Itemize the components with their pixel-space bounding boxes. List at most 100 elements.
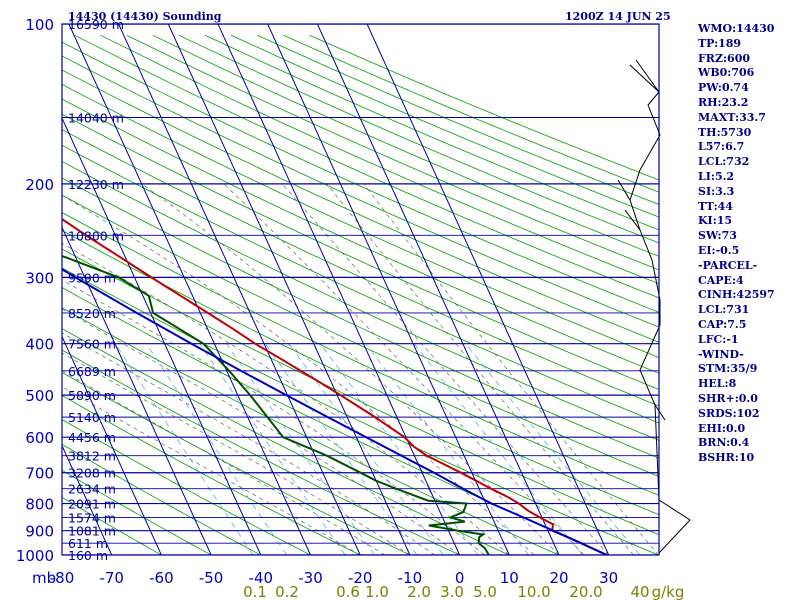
index-item: MAXT:33.7 bbox=[698, 110, 766, 124]
wind-barb bbox=[617, 179, 631, 201]
isotherm bbox=[68, 24, 311, 555]
mixing-ratio-line bbox=[199, 343, 346, 555]
moist-adiabat bbox=[62, 332, 435, 555]
height-label: 1081 m bbox=[68, 524, 116, 539]
mixing-ratio-label: 0.2 bbox=[275, 583, 299, 600]
height-label: 2634 m bbox=[68, 482, 116, 497]
dry-adiabat bbox=[62, 443, 262, 555]
isotherm bbox=[62, 226, 212, 555]
dry-adiabat bbox=[62, 230, 659, 516]
dry-adiabat bbox=[62, 144, 659, 424]
index-item: LCL:732 bbox=[698, 155, 750, 169]
wind-barb bbox=[635, 59, 660, 93]
moist-adiabat bbox=[141, 183, 560, 555]
index-item: EHI:0.0 bbox=[698, 421, 746, 435]
index-item: CAP:7.5 bbox=[698, 317, 747, 331]
isotherm bbox=[62, 444, 113, 555]
mixing-ratio-label: 10.0 bbox=[517, 583, 550, 600]
dry-adiabat bbox=[126, 34, 659, 271]
mixing-ratio-label: 40 bbox=[630, 583, 649, 600]
dry-adiabat bbox=[62, 113, 659, 390]
index-item: WMO:14430 bbox=[698, 22, 775, 35]
index-item: EI:-0.5 bbox=[698, 243, 740, 257]
height-label: 4456 m bbox=[68, 430, 116, 445]
height-label: 5890 m bbox=[68, 388, 116, 403]
dry-adiabat bbox=[62, 98, 659, 374]
dry-adiabat bbox=[62, 418, 312, 555]
dry-adiabat bbox=[62, 69, 659, 343]
index-item: SRDS:102 bbox=[698, 406, 760, 420]
index-item: FRZ:600 bbox=[698, 51, 751, 65]
mixing-ratio-label: 3.0 bbox=[440, 583, 464, 600]
index-item: L57:6.7 bbox=[698, 140, 745, 154]
dry-adiabat bbox=[62, 55, 659, 328]
dry-adiabat bbox=[62, 177, 659, 459]
dry-adiabat bbox=[62, 349, 461, 555]
isotherm bbox=[62, 335, 162, 555]
station-title: 14430 (14430) Sounding bbox=[68, 10, 222, 23]
index-item: -PARCEL- bbox=[698, 258, 758, 272]
index-item: PW:0.74 bbox=[698, 81, 749, 95]
mixing-ratio-label: 0.1 bbox=[243, 583, 267, 600]
index-item: TP:189 bbox=[698, 36, 742, 50]
index-item: SI:3.3 bbox=[698, 184, 735, 198]
temperature-tick-label: -40 bbox=[249, 569, 274, 587]
index-item: WB0:706 bbox=[698, 66, 755, 80]
dry-adiabat bbox=[62, 41, 659, 313]
height-label: 3812 m bbox=[68, 449, 116, 464]
index-item: TH:5730 bbox=[698, 125, 752, 139]
pressure-tick-label: 300 bbox=[25, 269, 54, 287]
pressure-tick-label: 700 bbox=[25, 465, 54, 483]
temperature-tick-label: 0 bbox=[455, 569, 465, 587]
chart-series bbox=[62, 217, 608, 555]
height-label: 9590 m bbox=[68, 270, 116, 285]
chart-grid bbox=[62, 24, 659, 555]
temperature-tick-label: -10 bbox=[398, 569, 423, 587]
moist-adiabat bbox=[62, 370, 386, 555]
height-label: 160 m bbox=[68, 548, 108, 563]
chart-frame bbox=[61, 23, 660, 556]
pressure-tick-label: 200 bbox=[25, 176, 54, 194]
valid-time: 1200Z 14 JUN 25 bbox=[565, 10, 671, 23]
wind-barbs bbox=[617, 59, 691, 554]
pressure-tick-label: 600 bbox=[25, 429, 54, 447]
wind-barb bbox=[654, 404, 666, 421]
index-item: SW:73 bbox=[698, 229, 737, 243]
index-item: KI:15 bbox=[698, 214, 733, 228]
isotherm bbox=[316, 24, 560, 555]
index-item: STM:35/9 bbox=[698, 362, 758, 376]
temperature-tick-label: -30 bbox=[298, 569, 323, 587]
temperature-tick-label: 30 bbox=[599, 569, 618, 587]
dry-adiabat bbox=[62, 83, 659, 358]
height-label: 1574 m bbox=[68, 511, 116, 526]
plot-border bbox=[61, 23, 660, 556]
pressure-unit-label: mb bbox=[32, 569, 56, 587]
height-label: 10800 m bbox=[68, 228, 124, 243]
dewpoint-line bbox=[62, 254, 490, 555]
mixing-ratio-label: 5.0 bbox=[473, 583, 497, 600]
temperature-tick-label: -60 bbox=[149, 569, 174, 587]
index-item: LFC:-1 bbox=[698, 332, 739, 346]
height-label: 5140 m bbox=[68, 410, 116, 425]
isotherm bbox=[267, 24, 510, 555]
temperature-tick-label: -80 bbox=[50, 569, 75, 587]
dry-adiabat bbox=[74, 34, 659, 299]
wind-barb bbox=[624, 209, 641, 231]
index-item: -WIND- bbox=[698, 347, 744, 361]
wind-barb bbox=[629, 64, 660, 93]
pressure-tick-label: 100 bbox=[25, 16, 54, 34]
temperature-line bbox=[62, 217, 608, 555]
dry-adiabat bbox=[62, 394, 361, 555]
height-label: 2091 m bbox=[68, 497, 116, 512]
mixing-ratio-label: 0.6 bbox=[336, 583, 360, 600]
index-item: HEL:8 bbox=[698, 377, 737, 391]
index-item: CAPE:4 bbox=[698, 273, 744, 287]
height-label: 3208 m bbox=[68, 466, 116, 481]
dry-adiabat bbox=[62, 469, 212, 555]
index-item: RH:23.2 bbox=[698, 95, 749, 109]
temperature-tick-label: 10 bbox=[500, 569, 519, 587]
moist-adiabat bbox=[281, 183, 609, 555]
pressure-tick-label: 500 bbox=[25, 387, 54, 405]
